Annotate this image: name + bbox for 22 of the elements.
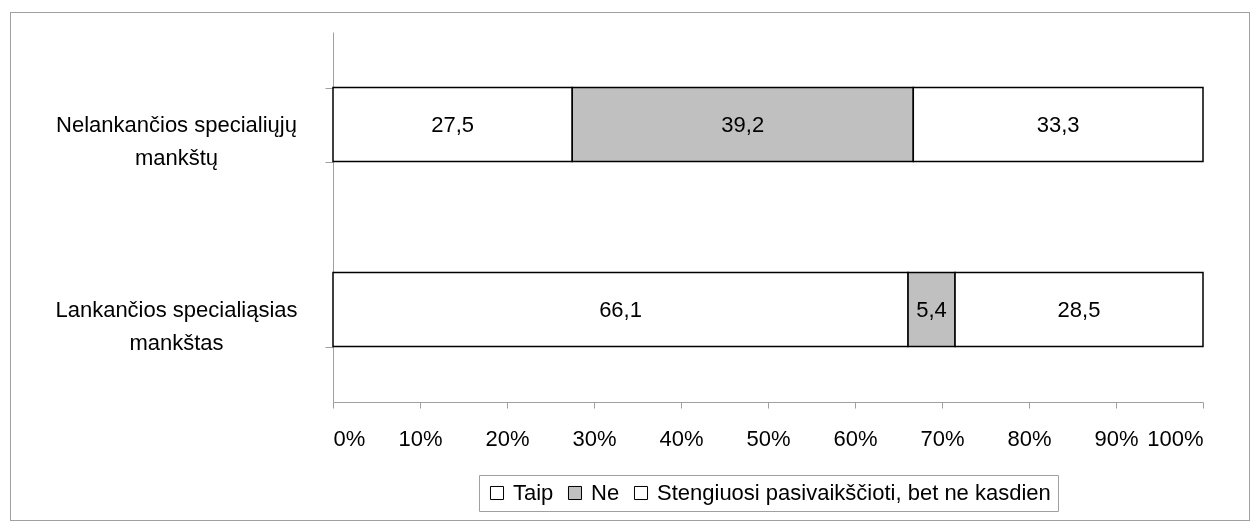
x-tick-label: 50% (746, 425, 791, 451)
x-tick-label: 30% (572, 425, 617, 451)
y-tick-label: Lankančios specialiąsias mankštas (55, 297, 298, 355)
x-tick-label: 100% (1147, 425, 1204, 451)
data-label: 33,3 (1036, 111, 1080, 137)
legend-label: Ne (591, 480, 620, 505)
y-tick-label: Nelankančios specialiųjų mankštų (56, 112, 297, 170)
x-tick-label: 90% (1094, 425, 1139, 451)
x-tick-label: 10% (398, 425, 443, 451)
data-label: 27,5 (431, 111, 475, 137)
x-tick-label: 20% (485, 425, 530, 451)
legend-label: Taip (513, 480, 554, 505)
legend-label: Stengiuosi pasivaikščioti, bet ne kasdien (657, 480, 1051, 505)
x-tick-label: 0% (333, 425, 366, 451)
x-tick-label: 40% (659, 425, 704, 451)
data-label: 5,4 (916, 296, 947, 322)
data-label: 28,5 (1057, 296, 1101, 322)
x-tick-label: 70% (920, 425, 965, 451)
data-label: 66,1 (599, 296, 642, 322)
data-label: 39,2 (721, 111, 765, 137)
x-tick-label: 60% (833, 425, 878, 451)
x-tick-label: 80% (1007, 425, 1052, 451)
